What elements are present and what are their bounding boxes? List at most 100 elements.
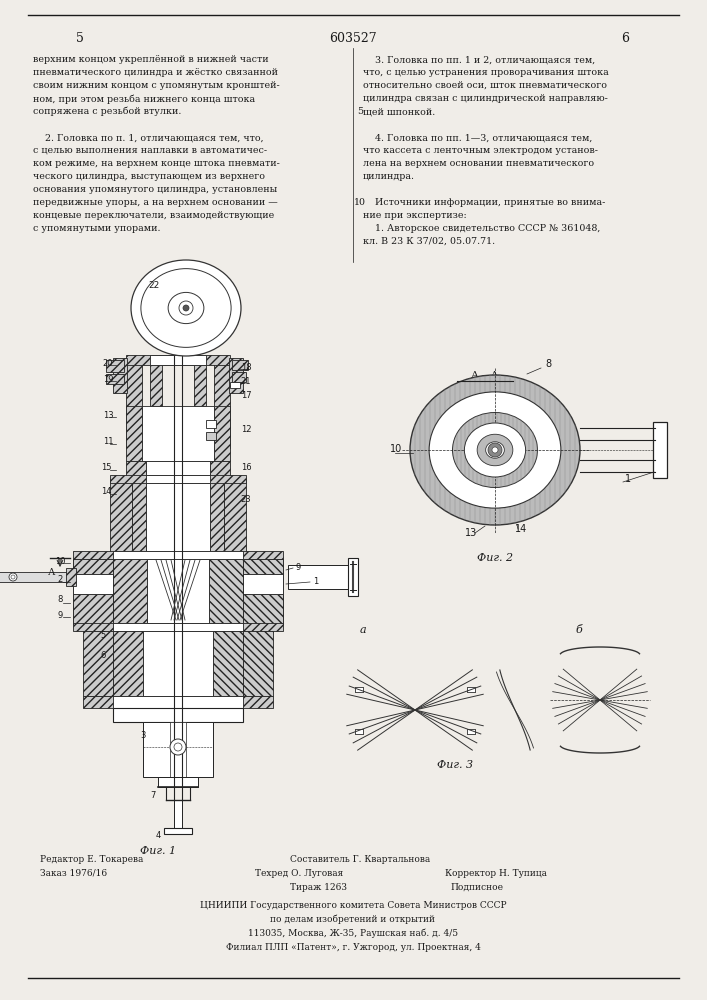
Bar <box>214 358 230 448</box>
Text: ком режиме, на верхнем конце штока пневмати-: ком режиме, на верхнем конце штока пневм… <box>33 159 280 168</box>
Bar <box>73 594 113 624</box>
Text: верхним концом укреплённой в нижней части: верхним концом укреплённой в нижней част… <box>33 55 269 64</box>
Bar <box>142 406 214 461</box>
Text: щей шпонкой.: щей шпонкой. <box>363 107 436 116</box>
Bar <box>243 559 283 574</box>
Bar <box>73 559 113 624</box>
Circle shape <box>179 301 193 315</box>
Text: 7: 7 <box>151 790 156 800</box>
Text: 8: 8 <box>57 595 63 604</box>
Text: сопряжена с резьбой втулки.: сопряжена с резьбой втулки. <box>33 107 182 116</box>
Bar <box>143 631 213 696</box>
Text: 5: 5 <box>357 107 363 116</box>
Circle shape <box>11 575 15 579</box>
Text: 4. Головка по пп. 1—3, отличающаяся тем,: 4. Головка по пп. 1—3, отличающаяся тем, <box>363 133 592 142</box>
Ellipse shape <box>464 423 525 477</box>
Text: 5: 5 <box>76 31 84 44</box>
Text: ние при экспертизе:: ние при экспертизе: <box>363 211 467 220</box>
Bar <box>147 555 209 623</box>
Text: Подписное: Подписное <box>450 883 503 892</box>
Text: относительно своей оси, шток пневматического: относительно своей оси, шток пневматичес… <box>363 81 607 90</box>
Text: 13: 13 <box>103 410 113 420</box>
Bar <box>243 559 283 624</box>
Bar <box>210 479 224 559</box>
Ellipse shape <box>141 269 231 347</box>
Text: 10: 10 <box>354 198 366 207</box>
Text: 17: 17 <box>240 390 251 399</box>
Text: 13: 13 <box>465 528 477 538</box>
Bar <box>132 479 146 559</box>
Text: 15: 15 <box>101 464 111 473</box>
Bar <box>113 551 243 559</box>
Bar <box>209 555 243 623</box>
Text: пневматического цилиндра и жёстко связанной: пневматического цилиндра и жёстко связан… <box>33 68 278 77</box>
Ellipse shape <box>168 292 204 324</box>
Bar <box>170 722 186 777</box>
Bar <box>355 687 363 692</box>
Bar <box>73 559 113 574</box>
Text: Фиг. 2: Фиг. 2 <box>477 553 513 563</box>
Text: Техред О. Луговая: Техред О. Луговая <box>255 869 344 878</box>
Bar <box>73 623 283 631</box>
Bar <box>206 432 216 440</box>
Bar <box>126 461 146 479</box>
Text: 14: 14 <box>515 524 527 534</box>
Text: кл. В 23 К 37/02, 05.07.71.: кл. В 23 К 37/02, 05.07.71. <box>363 237 495 246</box>
Text: 12: 12 <box>241 426 251 434</box>
Bar <box>214 406 230 461</box>
Text: 11: 11 <box>103 438 113 446</box>
Bar <box>113 358 127 393</box>
Bar <box>106 360 124 372</box>
Text: ном, при этом резьба нижнего конца штока: ном, при этом резьба нижнего конца штока <box>33 94 255 104</box>
Text: Филиал ПЛП «Патент», г. Ужгород, ул. Проектная, 4: Филиал ПЛП «Патент», г. Ужгород, ул. Про… <box>226 943 481 952</box>
Ellipse shape <box>452 412 537 488</box>
Bar <box>146 479 210 559</box>
Bar <box>83 631 113 696</box>
Text: 23: 23 <box>240 495 251 504</box>
Text: 1: 1 <box>313 578 319 586</box>
Bar <box>143 722 213 777</box>
Bar <box>164 828 192 834</box>
Text: с целью выполнения наплавки в автоматичес-: с целью выполнения наплавки в автоматиче… <box>33 146 267 155</box>
Bar <box>113 623 243 631</box>
Text: Заказ 1976/16: Заказ 1976/16 <box>40 869 107 878</box>
Circle shape <box>183 305 189 311</box>
Text: 2: 2 <box>57 576 63 584</box>
Bar <box>110 479 132 559</box>
Text: цилиндра.: цилиндра. <box>363 172 415 181</box>
Text: ческого цилиндра, выступающем из верхнего: ческого цилиндра, выступающем из верхнег… <box>33 172 265 181</box>
Text: Редактор Е. Токарева: Редактор Е. Токарева <box>40 855 144 864</box>
Text: основания упомянутого цилиндра, установлены: основания упомянутого цилиндра, установл… <box>33 185 277 194</box>
Text: передвижные упоры, а на верхнем основании —: передвижные упоры, а на верхнем основани… <box>33 198 278 207</box>
Bar <box>110 475 246 483</box>
Text: 2. Головка по п. 1, отличающаяся тем, что,: 2. Головка по п. 1, отличающаяся тем, чт… <box>33 133 264 142</box>
Bar <box>146 475 210 483</box>
Text: 10: 10 <box>54 558 65 566</box>
Bar <box>348 558 358 596</box>
Bar <box>206 420 216 428</box>
Bar <box>73 551 283 559</box>
Bar <box>150 355 206 365</box>
Bar <box>174 800 182 828</box>
Text: 1. Авторское свидетельство СССР № 361048,: 1. Авторское свидетельство СССР № 361048… <box>363 224 600 233</box>
Bar <box>126 358 142 448</box>
Circle shape <box>488 443 502 457</box>
Text: 5: 5 <box>100 632 105 641</box>
Text: 1: 1 <box>625 474 631 484</box>
Bar <box>210 461 230 479</box>
Text: Составитель Г. Квартальнова: Составитель Г. Квартальнова <box>290 855 431 864</box>
Bar <box>467 729 475 734</box>
Bar <box>213 631 243 696</box>
Ellipse shape <box>131 260 241 356</box>
Text: 3: 3 <box>140 730 146 740</box>
Text: А: А <box>48 568 55 577</box>
Bar <box>106 374 124 384</box>
Circle shape <box>170 739 186 755</box>
Bar <box>355 729 363 734</box>
Bar <box>467 687 475 692</box>
Bar <box>288 565 348 589</box>
Circle shape <box>9 573 17 581</box>
Text: ЦНИИПИ Государственного комитета Совета Министров СССР: ЦНИИПИ Государственного комитета Совета … <box>199 901 506 910</box>
Text: Источники информации, принятые во внима-: Источники информации, принятые во внима- <box>363 198 605 207</box>
Text: 20: 20 <box>103 359 113 367</box>
